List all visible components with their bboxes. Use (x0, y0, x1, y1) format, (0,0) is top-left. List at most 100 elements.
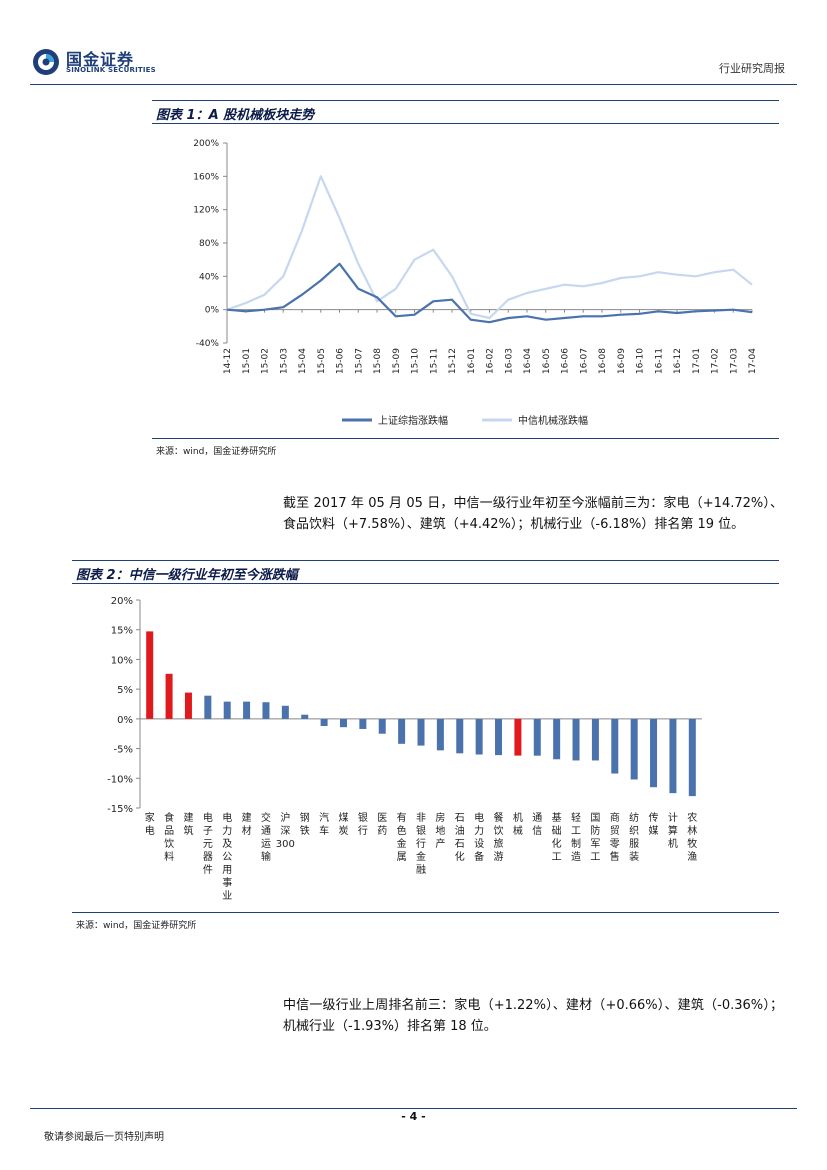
category-label: 机械 (513, 811, 523, 837)
page-number: - 4 - (401, 1110, 426, 1123)
bar (165, 673, 173, 719)
x-tick-label: 15-10 (411, 348, 421, 374)
x-tick-label: 15-08 (373, 348, 383, 374)
y-tick-label: -15% (107, 804, 133, 815)
bar (669, 718, 677, 794)
bar (378, 718, 386, 734)
category-label: 食品饮料 (164, 811, 174, 863)
bar (243, 701, 251, 719)
x-tick-label: 16-04 (523, 348, 533, 374)
bar (456, 718, 464, 754)
y-tick-label: 80% (199, 239, 219, 249)
legend-label: 上证综指涨跌幅 (378, 414, 448, 427)
category-label: 非银行金融 (416, 812, 426, 876)
bar-chart: -15% -10% -5% 0% 5% 10% 15% 20% 家电食品饮料建筑电子元器件电力及… (107, 596, 702, 902)
y-tick-label: 160% (193, 172, 219, 182)
bar (204, 695, 212, 719)
bar (417, 718, 425, 746)
category-label: 钢铁 (300, 811, 310, 837)
x-tick-label: 15-05 (317, 348, 327, 374)
y-tick-label: 10% (111, 655, 133, 666)
x-tick-label: 16-11 (654, 348, 664, 374)
y-tick-label: 15% (111, 626, 133, 637)
x-tick-label: 16-02 (486, 348, 496, 374)
bar (436, 718, 444, 751)
y-tick-label: 0% (117, 715, 133, 726)
bar (146, 631, 154, 719)
series-line (226, 175, 753, 320)
y-tick-label: 200% (193, 139, 219, 149)
category-label: 沪深 300 (276, 811, 295, 850)
x-tick-label: 17-01 (692, 348, 702, 374)
bar (611, 718, 619, 774)
category-label: 电力设备 (474, 811, 484, 863)
x-tick-label: 16-10 (636, 348, 646, 374)
footer-divider (30, 1108, 797, 1109)
paragraph-ytd-ranking: 截至 2017 年 05 月 05 日，中信一级行业年初至今涨幅前三为：家电（+… (283, 496, 783, 532)
category-label: 农林牧渔 (687, 811, 697, 863)
x-tick-label: 16-09 (617, 348, 627, 374)
y-tick-label: -40% (196, 339, 220, 349)
category-label: 餐饮旅游 (494, 811, 504, 863)
bar (572, 718, 580, 761)
bar (688, 718, 696, 797)
category-label: 传媒 (649, 812, 659, 837)
category-label: 汽车 (319, 811, 329, 837)
y-tick-label: 0% (205, 306, 220, 316)
y-tick-label: 120% (193, 206, 219, 216)
bar (591, 718, 599, 761)
category-label: 医药 (377, 812, 387, 837)
x-tick-label: 15-09 (392, 348, 402, 374)
y-tick-label: 20% (111, 596, 133, 607)
bar (359, 718, 367, 729)
category-label: 计算机 (668, 811, 678, 850)
x-tick-label: 14-12 (223, 348, 233, 374)
x-tick-label: 17-04 (748, 348, 758, 374)
category-label: 轻工制造 (571, 811, 581, 863)
x-tick-label: 17-02 (711, 348, 721, 374)
y-tick-label: 40% (199, 272, 219, 282)
figure2-caption-bar: 图表 2：中信一级行业年初至今涨跌幅 (72, 560, 779, 584)
paragraph-weekly-ranking: 中信一级行业上周排名前三：家电（+1.22%）、建材（+0.66%）、建筑（-0… (283, 998, 783, 1034)
x-tick-label: 15-04 (298, 348, 308, 374)
category-label: 房地产 (435, 811, 445, 850)
x-tick-label: 17-03 (729, 348, 739, 374)
x-tick-label: 16-03 (504, 348, 514, 374)
category-label: 通信 (532, 812, 542, 837)
report-type: 行业研究周报 (719, 62, 785, 75)
figure2-source: 来源：wind，国金证券研究所 (76, 921, 197, 931)
header-divider (30, 84, 797, 85)
category-label: 电力及公用事业 (222, 811, 232, 902)
x-tick-label: 15-03 (279, 348, 289, 374)
category-label: 有色金属 (397, 811, 407, 863)
x-tick-label: 16-08 (598, 348, 608, 374)
figure1-caption-bar: 图表 1：A 股机械板块走势 (152, 100, 779, 124)
series-line (226, 262, 753, 324)
bar (553, 718, 561, 760)
bar (475, 718, 483, 755)
line-chart: -40% 0% 40% 80% 120% 160% 200% 14-12 15-01 15-02 1… (193, 139, 758, 427)
x-tick-label: 15-01 (242, 348, 252, 374)
bar (262, 702, 270, 719)
category-label: 建筑 (183, 811, 193, 837)
logo-chinese-name: 国金证券 (66, 50, 135, 69)
category-label: 家电 (145, 811, 155, 837)
category-label: 煤炭 (338, 811, 348, 837)
bar (650, 718, 658, 788)
figure1-source: 来源：wind，国金证券研究所 (156, 447, 277, 457)
footer-disclaimer-note: 敬请参阅最后一页特别声明 (44, 1132, 164, 1143)
category-label: 石油石化 (455, 813, 465, 863)
legend-label: 中信机械涨跌幅 (518, 414, 588, 427)
bar (301, 714, 309, 719)
bar (339, 718, 347, 728)
y-tick-label: -10% (107, 774, 133, 785)
y-tick-label: 5% (117, 685, 133, 696)
x-tick-label: 16-05 (542, 348, 552, 374)
figure1-bottom-rule (152, 438, 779, 439)
figure1-caption: 图表 1：A 股机械板块走势 (156, 108, 315, 123)
category-label: 建材 (242, 811, 252, 837)
x-tick-label: 16-12 (673, 348, 683, 374)
x-tick-label: 16-01 (467, 348, 477, 374)
bar (533, 718, 541, 756)
category-label: 国防军工 (590, 812, 600, 863)
